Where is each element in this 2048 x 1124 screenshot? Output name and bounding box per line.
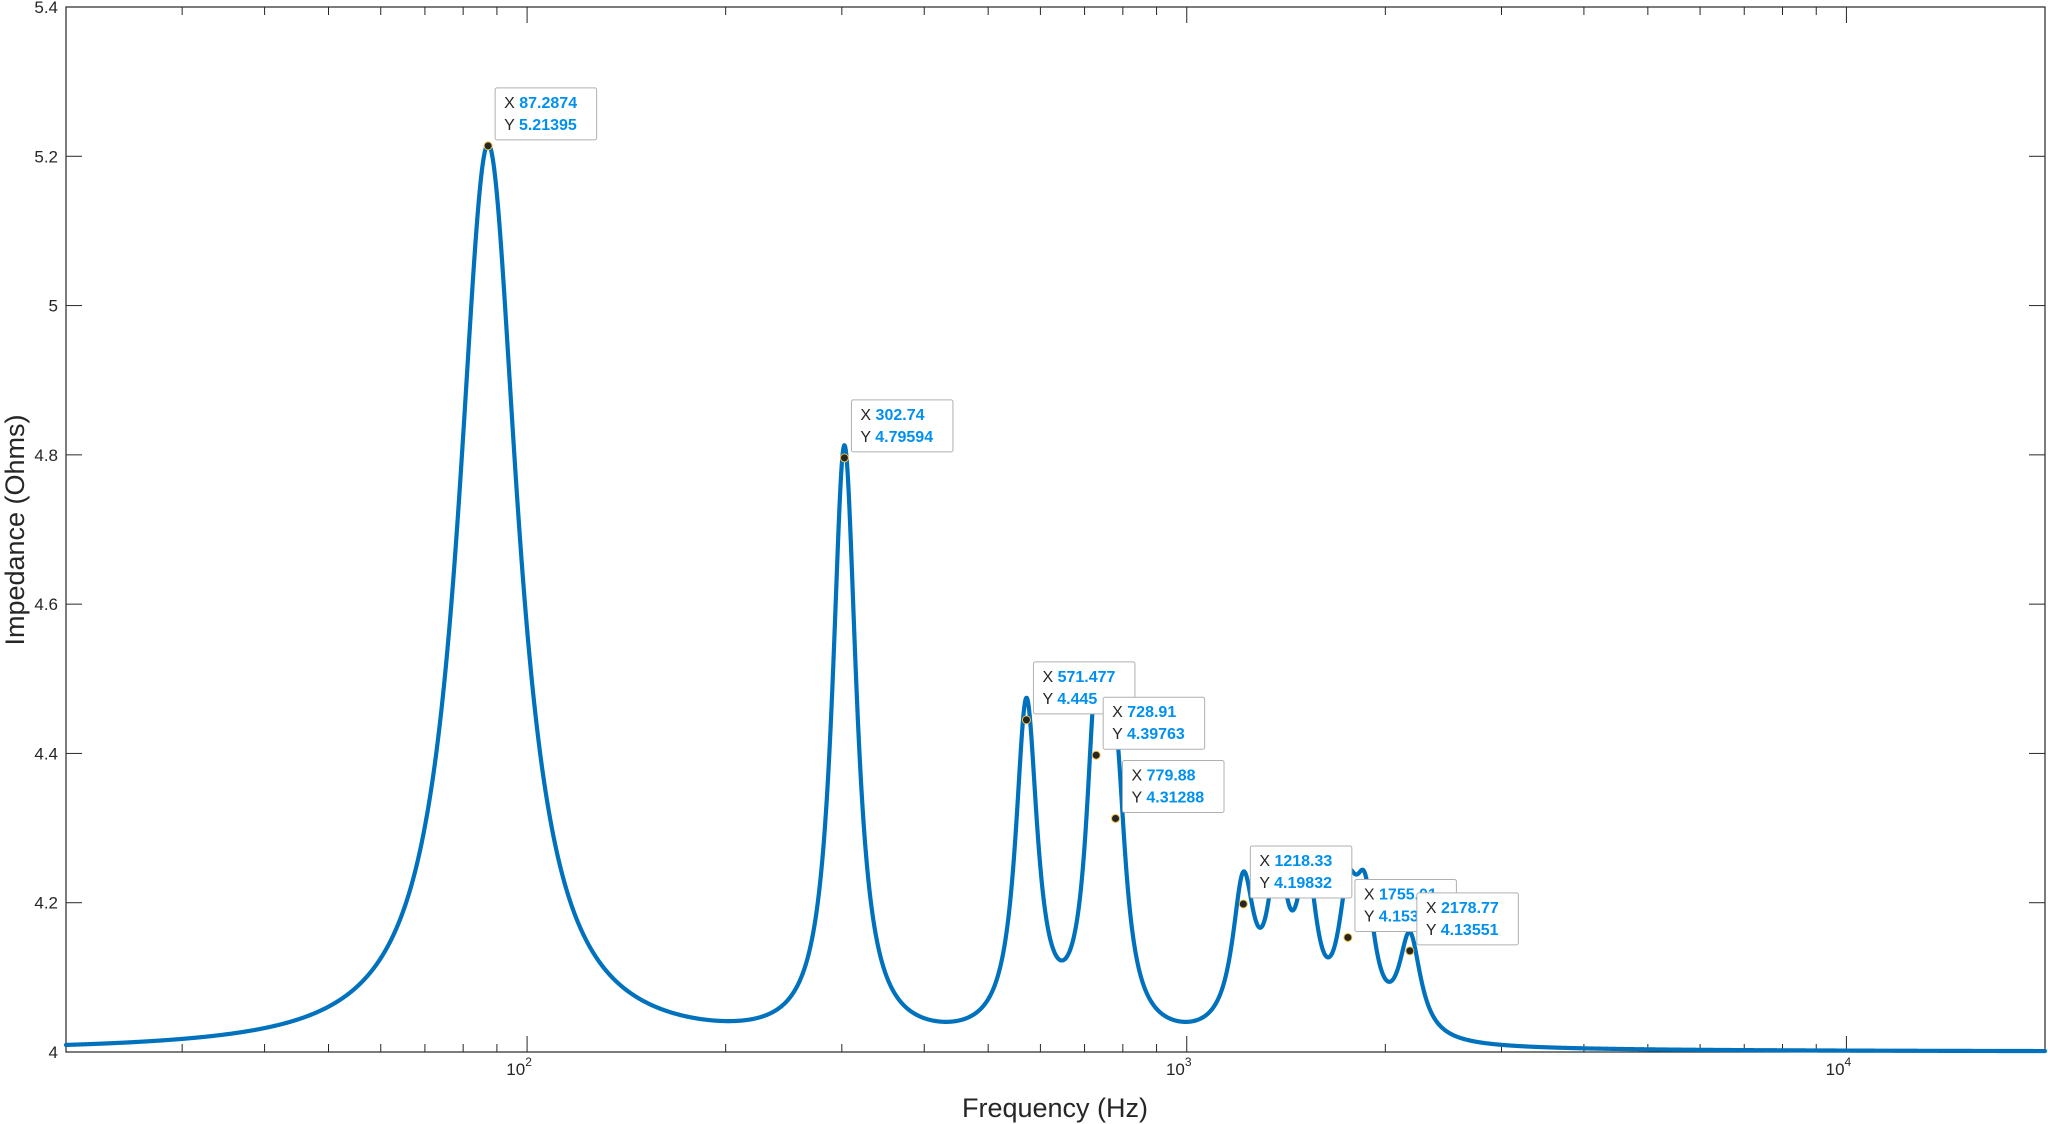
y-tick-label: 5.2 [34,147,58,166]
datatip-x-row: X 728.91 [1112,704,1176,721]
y-tick-label: 4.8 [34,446,58,465]
datatip-y-row: Y 4.445 [1042,691,1097,708]
datatip-y-row: Y 4.39763 [1112,726,1185,743]
datatip-y-row: Y 4.31288 [1132,789,1205,806]
y-tick-label: 4.4 [34,744,58,763]
datatip-marker [1238,899,1248,909]
y-tick-label: 4 [49,1043,58,1062]
datatip-marker [1021,715,1031,725]
datatip-marker [1343,932,1353,942]
datatip-box [850,399,954,453]
datatip-box [1102,696,1206,750]
y-axis-label: Impedance (Ohms) [0,414,30,645]
datatip-marker [483,141,493,151]
datatip-marker [839,453,849,463]
x-tick-label: 103 [1166,1055,1192,1079]
datatip: X 728.91 Y 4.39763 [1091,696,1206,760]
y-tick-label: 4.2 [34,894,58,913]
datatip: X 779.88 Y 4.31288 [1111,759,1225,823]
datatip-x-row: X 779.88 [1132,767,1196,784]
impedance-curve [63,142,2048,1054]
datatip: X 1218.33 Y 4.19832 [1238,845,1353,909]
datatip-marker [1405,946,1415,956]
datatip-y-row: Y 4.79594 [860,429,933,446]
x-tick-label: 104 [1826,1055,1852,1079]
x-axis-label: Frequency (Hz) [962,1093,1148,1123]
y-tick-label: 5.4 [34,0,58,17]
datatip: X 87.2874 Y 5.21395 [483,87,598,151]
datatip-box [494,87,598,141]
datatip-x-row: X 2178.77 [1426,900,1499,917]
datatip: X 302.74 Y 4.79594 [839,399,954,463]
y-tick-label: 4.6 [34,595,58,614]
datatip: X 2178.77 Y 4.13551 [1405,892,1519,956]
datatip-x-row: X 571.477 [1042,669,1115,686]
x-tick-label: 102 [506,1055,532,1079]
datatip-y-row: Y 5.21395 [504,117,577,134]
datatip-marker [1091,750,1101,760]
datatip-y-row: Y 4.13551 [1426,922,1499,939]
datatip-box [1249,845,1353,899]
axes-box [65,6,2046,1053]
datatip-y-row: Y 4.19832 [1259,875,1332,892]
datatip-box [1416,892,1519,946]
datatip-x-row: X 302.74 [860,407,924,424]
datatip-box [1122,759,1225,813]
datatip-x-row: X 87.2874 [504,95,577,112]
datatip-x-row: X 1218.33 [1259,853,1332,870]
y-tick-label: 5 [49,297,58,316]
datatip-marker [1111,813,1121,823]
plot-area [66,7,2045,1052]
